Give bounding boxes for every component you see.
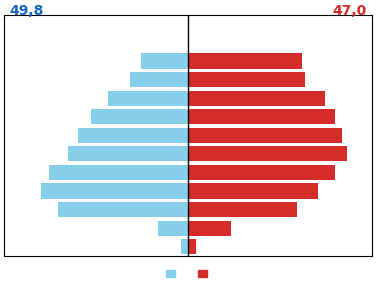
Text: 47,0: 47,0	[332, 4, 367, 18]
Bar	[68, 146, 188, 161]
Legend: , : ,	[162, 265, 214, 282]
Bar	[188, 239, 196, 254]
Bar	[158, 220, 188, 236]
Bar	[188, 128, 342, 143]
Bar	[141, 54, 188, 69]
Bar	[188, 54, 302, 69]
Text: 49,8: 49,8	[9, 4, 44, 18]
Bar	[78, 128, 188, 143]
Bar	[129, 72, 188, 87]
Bar	[41, 183, 188, 199]
Bar	[188, 109, 335, 124]
Bar	[188, 202, 297, 217]
Bar	[188, 220, 232, 236]
Bar	[188, 183, 318, 199]
Bar	[188, 146, 347, 161]
Bar	[58, 202, 188, 217]
Bar	[49, 165, 188, 180]
Bar	[91, 109, 188, 124]
Bar	[188, 165, 335, 180]
Bar	[188, 91, 325, 106]
Bar	[181, 239, 188, 254]
Bar	[108, 91, 188, 106]
Bar	[188, 72, 305, 87]
